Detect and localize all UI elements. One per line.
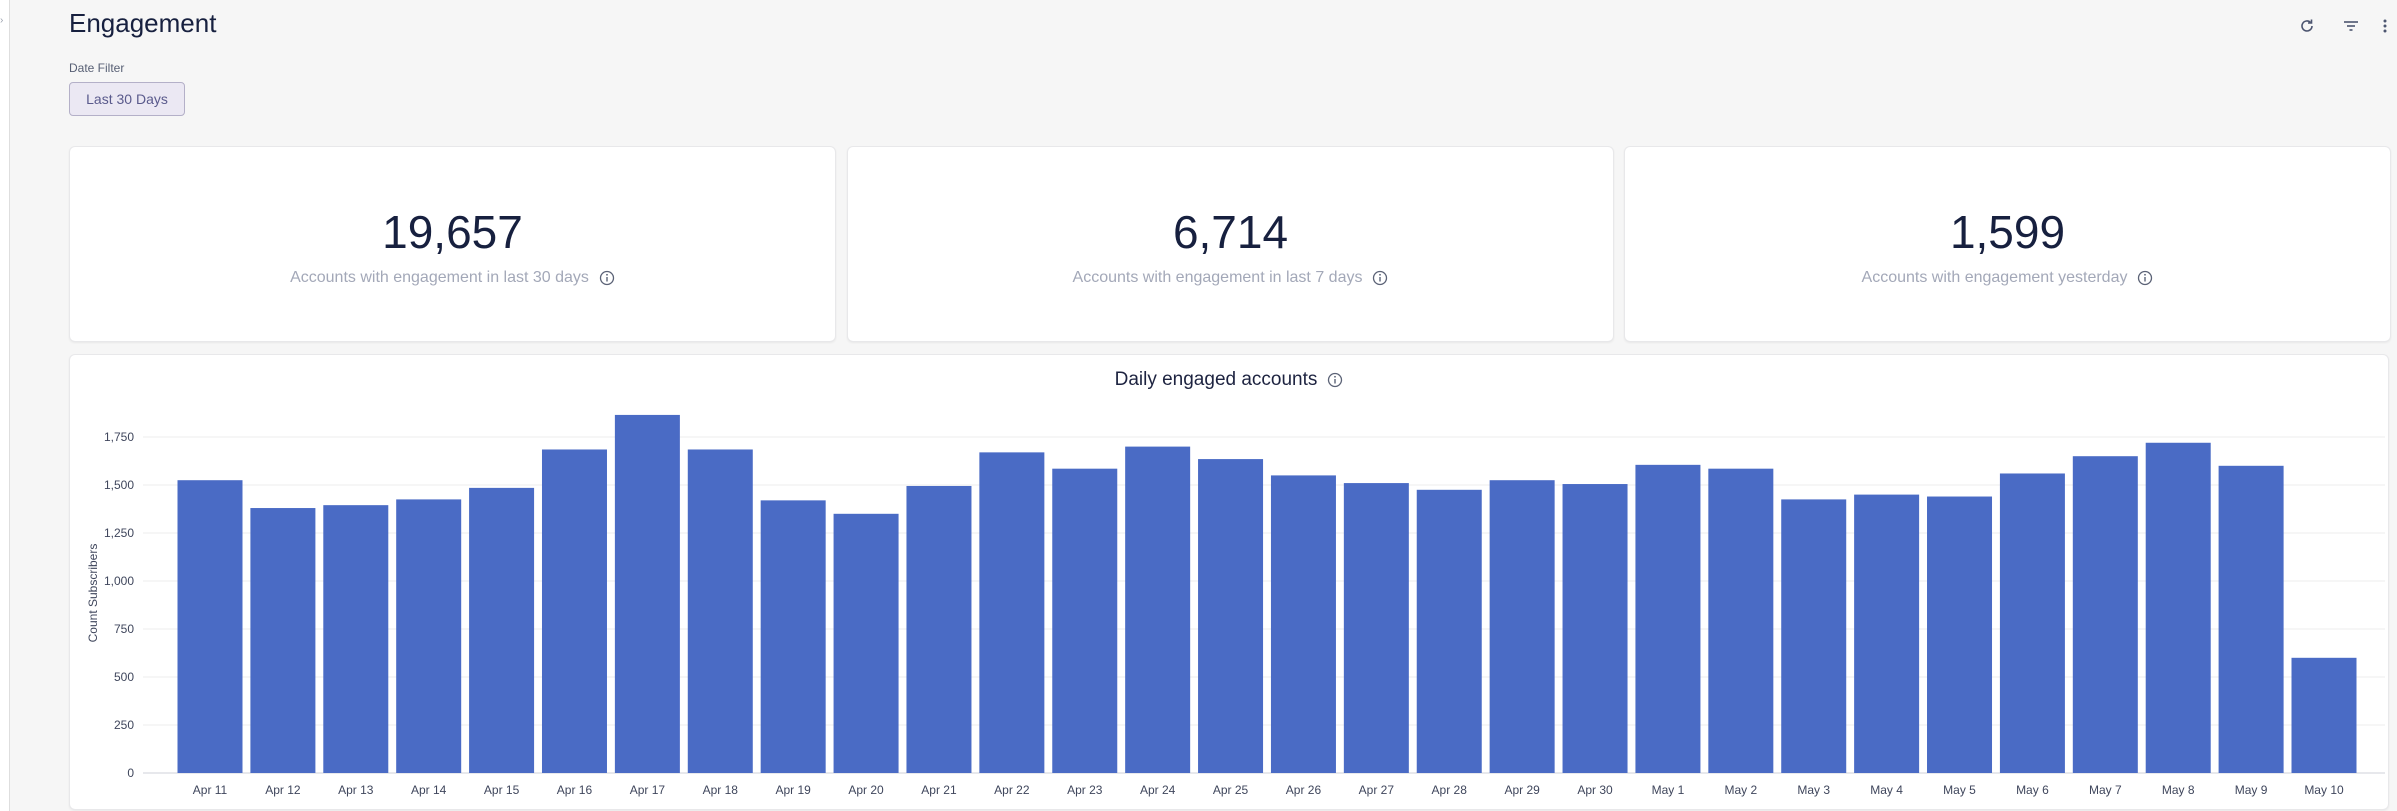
header-actions xyxy=(2287,12,2397,40)
x-tick-label: Apr 11 xyxy=(193,783,228,797)
bar[interactable] xyxy=(1416,489,1482,773)
x-tick-label: Apr 20 xyxy=(848,783,884,797)
x-tick-label: May 5 xyxy=(1943,783,1976,797)
x-tick-label: May 4 xyxy=(1870,783,1903,797)
chevron-icon[interactable]: › xyxy=(0,15,4,26)
filter-icon[interactable] xyxy=(2337,12,2365,40)
bar[interactable] xyxy=(2072,456,2138,773)
more-vertical-icon[interactable] xyxy=(2375,12,2395,40)
bar[interactable] xyxy=(1999,473,2065,773)
x-tick-label: Apr 25 xyxy=(1213,783,1249,797)
bar[interactable] xyxy=(469,487,535,773)
y-tick-label: 1,500 xyxy=(104,478,134,492)
bar[interactable] xyxy=(906,485,972,773)
y-tick-label: 0 xyxy=(127,766,134,780)
bar[interactable] xyxy=(1052,468,1118,773)
x-tick-label: Apr 22 xyxy=(994,783,1030,797)
y-tick-label: 1,750 xyxy=(104,430,134,444)
x-tick-label: May 2 xyxy=(1724,783,1757,797)
x-tick-label: Apr 30 xyxy=(1577,783,1613,797)
kpi-value: 1,599 xyxy=(1949,206,2066,258)
bar[interactable] xyxy=(833,513,899,773)
x-tick-label: May 9 xyxy=(2235,783,2268,797)
bar[interactable] xyxy=(323,505,389,773)
date-filter-label: Date Filter xyxy=(69,61,125,75)
bar-chart: 0 250 500 750 1,000 1,250 1,500 1,750 Count Subs… xyxy=(86,414,2385,797)
x-tick-label: May 8 xyxy=(2162,783,2195,797)
x-tick-label: Apr 12 xyxy=(265,783,301,797)
x-tick-label: Apr 15 xyxy=(484,783,520,797)
x-tick-label: Apr 26 xyxy=(1286,783,1322,797)
x-tick-label: Apr 28 xyxy=(1432,783,1468,797)
kpi-label: Accounts with engagement in last 7 days xyxy=(1072,269,1363,286)
x-tick-label: Apr 27 xyxy=(1359,783,1395,797)
x-tick-label: Apr 19 xyxy=(775,783,811,797)
bar[interactable] xyxy=(177,480,243,773)
kpi-card-30-days: 19,657 Accounts with engagement in last … xyxy=(69,146,836,342)
kpi-label: Accounts with engagement yesterday xyxy=(1861,269,2128,286)
bar[interactable] xyxy=(687,449,753,773)
x-tick-label: Apr 14 xyxy=(411,783,447,797)
left-rail: › xyxy=(0,0,10,811)
bar[interactable] xyxy=(1562,484,1628,773)
bar[interactable] xyxy=(541,449,607,773)
daily-engaged-chart-card: Daily engaged accounts 0 250 500 750 1,000 1,… xyxy=(69,354,2389,810)
y-tick-label: 750 xyxy=(114,622,134,636)
bar[interactable] xyxy=(2145,442,2211,773)
y-tick-label: 500 xyxy=(114,670,134,684)
bar[interactable] xyxy=(2218,465,2284,773)
x-tick-label: Apr 16 xyxy=(557,783,593,797)
x-tick-label: Apr 23 xyxy=(1067,783,1103,797)
bar[interactable] xyxy=(396,499,462,773)
chart-title: Daily engaged accounts xyxy=(1114,369,1318,390)
kpi-label-row: Accounts with engagement yesterday xyxy=(1625,269,2390,287)
bar[interactable] xyxy=(1489,480,1555,773)
kpi-label-row: Accounts with engagement in last 7 days xyxy=(848,269,1613,287)
y-axis-label: Count Subscribers xyxy=(86,544,100,643)
x-tick-label: Apr 17 xyxy=(630,783,666,797)
kpi-card-yesterday: 1,599 Accounts with engagement yesterday xyxy=(1624,146,2391,342)
kpi-value: 6,714 xyxy=(1172,206,1289,258)
x-tick-label: Apr 18 xyxy=(703,783,739,797)
kpi-value: 19,657 xyxy=(382,206,523,258)
bar[interactable] xyxy=(1781,499,1847,773)
x-tick-label: May 3 xyxy=(1797,783,1830,797)
x-tick-label: Apr 24 xyxy=(1140,783,1176,797)
bar[interactable] xyxy=(1270,475,1336,773)
y-tick-label: 250 xyxy=(114,718,134,732)
kpi-label-row: Accounts with engagement in last 30 days xyxy=(70,269,835,287)
y-tick-label: 1,000 xyxy=(104,574,134,588)
bar[interactable] xyxy=(1854,494,1920,773)
kpi-card-7-days: 6,714 Accounts with engagement in last 7… xyxy=(847,146,1614,342)
page-title: Engagement xyxy=(69,8,217,38)
refresh-icon[interactable] xyxy=(2293,12,2321,40)
x-tick-label: May 10 xyxy=(2304,783,2344,797)
bar[interactable] xyxy=(1343,483,1409,773)
bar[interactable] xyxy=(2291,657,2357,773)
x-tick-label: Apr 13 xyxy=(338,783,374,797)
bar[interactable] xyxy=(614,414,680,773)
x-tick-label: Apr 29 xyxy=(1504,783,1540,797)
bar[interactable] xyxy=(1635,464,1701,773)
x-tick-label: May 1 xyxy=(1652,783,1685,797)
bar[interactable] xyxy=(1125,446,1191,773)
x-tick-label: May 6 xyxy=(2016,783,2049,797)
x-tick-label: May 7 xyxy=(2089,783,2122,797)
bar[interactable] xyxy=(979,452,1045,773)
bar[interactable] xyxy=(1927,496,1993,773)
bar[interactable] xyxy=(760,500,826,773)
info-icon[interactable] xyxy=(1372,270,1388,286)
date-filter-button[interactable]: Last 30 Days xyxy=(69,82,185,116)
chart-title-row: Daily engaged accounts xyxy=(70,369,2388,391)
kpi-label: Accounts with engagement in last 30 days xyxy=(290,269,589,286)
y-tick-label: 1,250 xyxy=(104,526,134,540)
bar[interactable] xyxy=(250,508,316,773)
x-tick-label: Apr 21 xyxy=(921,783,957,797)
info-icon[interactable] xyxy=(1327,372,1343,388)
info-icon[interactable] xyxy=(2137,270,2153,286)
info-icon[interactable] xyxy=(599,270,615,286)
bar[interactable] xyxy=(1708,468,1774,773)
bar[interactable] xyxy=(1198,459,1264,773)
